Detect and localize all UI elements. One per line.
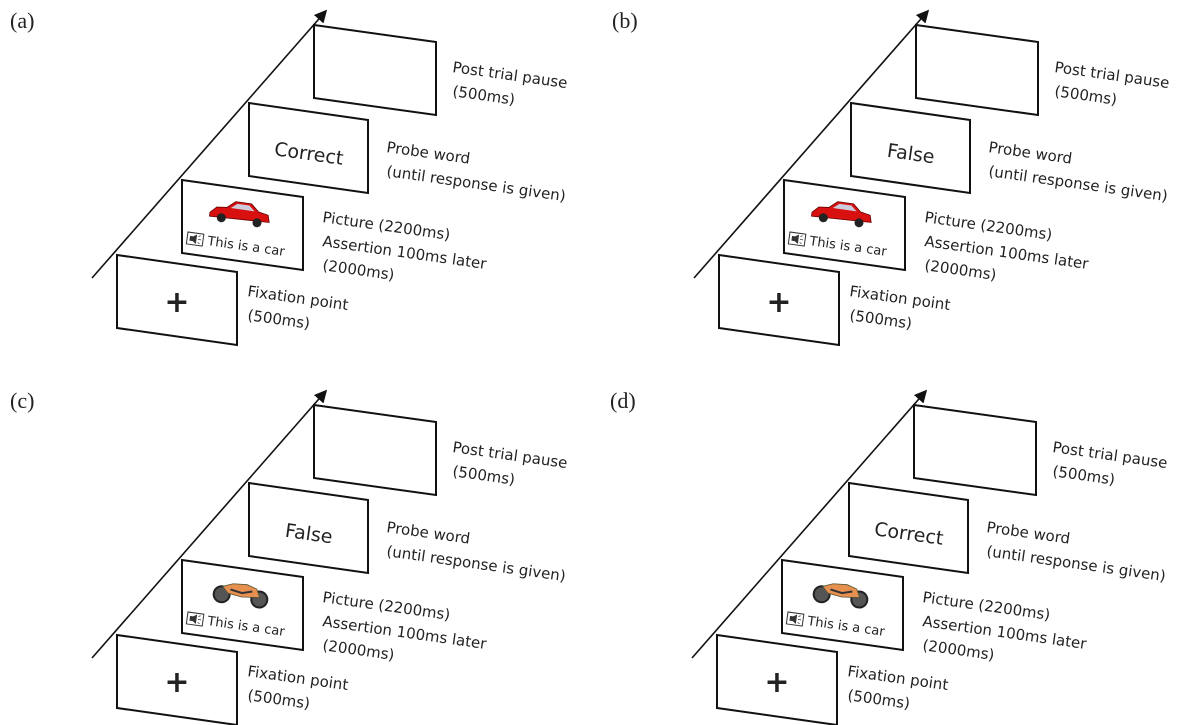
speaker-icon xyxy=(186,232,204,246)
caption: (500ms) xyxy=(1051,462,1116,489)
fixation-symbol: + xyxy=(164,285,189,320)
caption: (until response is given) xyxy=(985,542,1166,585)
caption: (until response is given) xyxy=(385,542,566,585)
caption: (500ms) xyxy=(846,686,911,713)
caption: (500ms) xyxy=(1053,82,1118,109)
caption: (2000ms) xyxy=(321,636,395,664)
speaker-icon xyxy=(786,612,804,626)
fixation-symbol: + xyxy=(764,665,789,700)
caption: (until response is given) xyxy=(987,162,1168,205)
fixation-symbol: + xyxy=(766,285,791,320)
caption: (until response is given) xyxy=(385,162,566,205)
speaker-icon xyxy=(186,612,204,626)
panel-label: (b) xyxy=(612,8,638,33)
caption: (2000ms) xyxy=(923,256,997,284)
caption: (500ms) xyxy=(848,306,913,333)
panel-label: (c) xyxy=(10,388,34,413)
panel-label: (a) xyxy=(10,8,34,33)
picture-screen xyxy=(182,560,303,650)
picture-screen xyxy=(782,560,903,650)
caption: (2000ms) xyxy=(921,636,995,664)
pause-screen xyxy=(314,25,436,115)
picture-screen xyxy=(784,180,905,270)
panel-label: (d) xyxy=(610,388,636,413)
pause-screen xyxy=(916,25,1038,115)
caption: (500ms) xyxy=(246,686,311,713)
caption: (500ms) xyxy=(451,462,516,489)
pause-screen xyxy=(914,405,1036,495)
speaker-icon xyxy=(788,232,806,246)
picture-screen xyxy=(182,180,303,270)
figure: (a)Post trial pause(500ms)CorrectProbe w… xyxy=(0,0,1189,725)
caption: (500ms) xyxy=(246,306,311,333)
pause-screen xyxy=(314,405,436,495)
caption: (2000ms) xyxy=(321,256,395,284)
fixation-symbol: + xyxy=(164,665,189,700)
caption: (500ms) xyxy=(451,82,516,109)
